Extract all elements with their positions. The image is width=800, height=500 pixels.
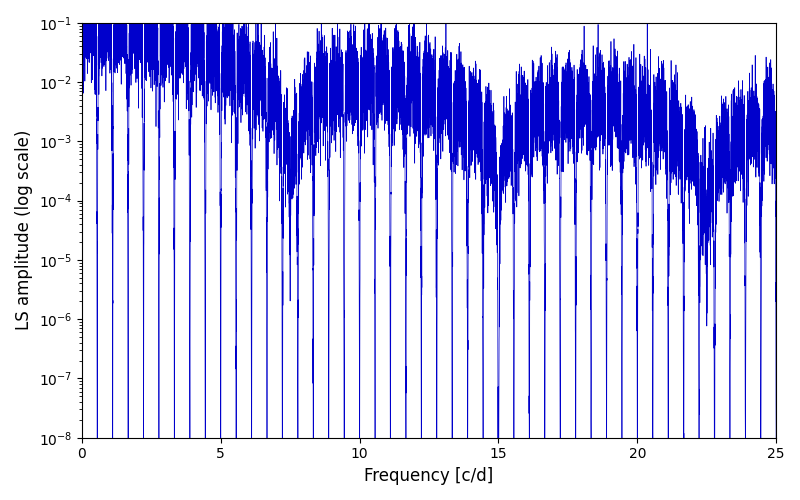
Y-axis label: LS amplitude (log scale): LS amplitude (log scale): [15, 130, 33, 330]
X-axis label: Frequency [c/d]: Frequency [c/d]: [364, 467, 494, 485]
